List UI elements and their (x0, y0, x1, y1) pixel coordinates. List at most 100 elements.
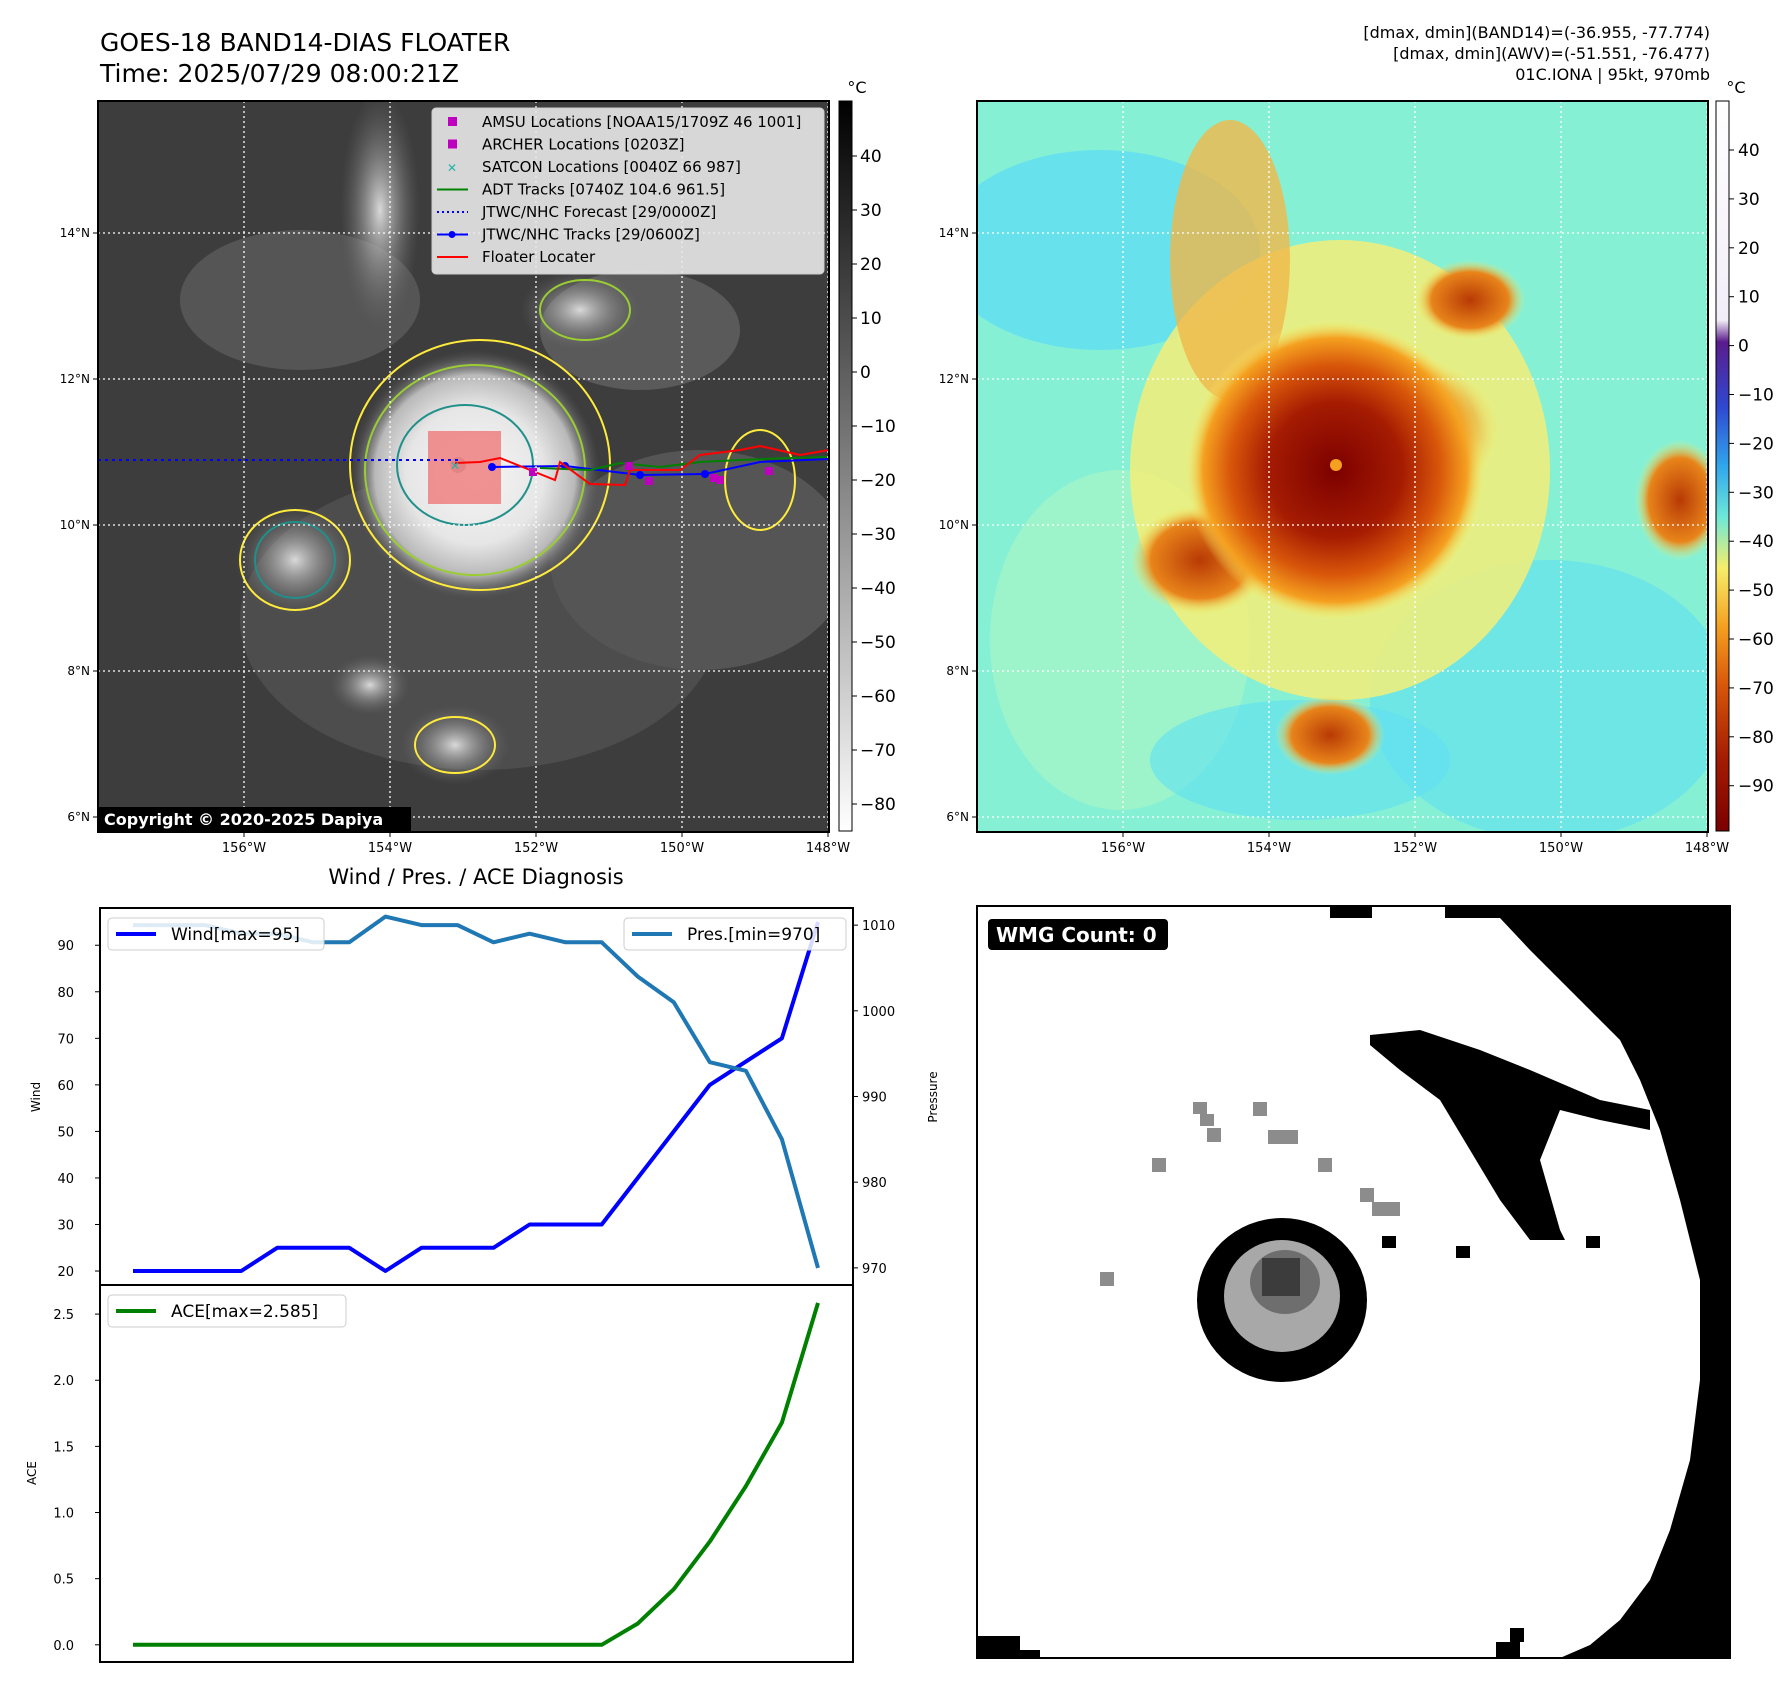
gray-colorbar: °C 40 30 20 10 0 −10 −20 −30 −40 −50 −60 −70 −80 (838, 78, 896, 832)
lon-tick-label: 150°W (1539, 841, 1583, 856)
lat-tick-label: 8°N (67, 664, 90, 678)
gray-colorbar-unit: °C (847, 78, 866, 97)
ace-legend: ACE[max=2.585] (107, 1294, 347, 1328)
wind-panel-title: Wind / Pres. / ACE Diagnosis (328, 865, 623, 889)
color-colorbar-tick: −60 (1738, 630, 1774, 650)
gray-colorbar-tick: −40 (860, 579, 896, 599)
color-colorbar-tick: −50 (1738, 581, 1774, 601)
legend-marker-x: ✕ (447, 161, 457, 175)
gray-colorbar-tick: −50 (860, 633, 896, 653)
copyright-text: Copyright © 2020-2025 Dapiya (104, 810, 383, 829)
lat-tick-label: 14°N (60, 226, 90, 240)
wind-pressure-chart: 90 80 70 60 50 40 30 20 1010 1000 990 980 970 Wind P… (29, 907, 940, 1286)
wmg-panel: WMG Count: 0 (976, 905, 1731, 1659)
wmg-count-label: WMG Count: 0 (996, 923, 1157, 947)
pressure-legend: Pres.[min=970] (623, 917, 847, 951)
lon-tick-label: 148°W (806, 841, 850, 856)
lon-tick-label: 152°W (514, 841, 558, 856)
pressure-legend-label: Pres.[min=970] (687, 925, 820, 945)
color-colorbar-tick: 10 (1738, 288, 1760, 308)
wind-tick-label: 90 (57, 939, 74, 954)
legend-item-label: AMSU Locations [NOAA15/1709Z 46 1001] (482, 113, 801, 131)
map-left-ticks: 14°N 12°N 10°N 8°N 6°N 156°W 154°W 152°W 150°W 14… (60, 226, 850, 856)
color-colorbar-tick: −40 (1738, 532, 1774, 552)
wind-tick-label: 20 (57, 1265, 74, 1280)
map-legend: AMSU Locations [NOAA15/1709Z 46 1001] ARC… (431, 107, 825, 275)
color-colorbar: °C 40 30 20 10 0 −10 −20 −30 −40 −50 −60 −70 −80 −90 (1715, 78, 1774, 832)
gray-colorbar-tick: −20 (860, 471, 896, 491)
wind-tick-label: 50 (57, 1125, 74, 1140)
color-colorbar-tick: −70 (1738, 679, 1774, 699)
storm-info: 01C.IONA | 95kt, 970mb (1515, 65, 1710, 84)
figure-time: Time: 2025/07/29 08:00:21Z (99, 59, 459, 88)
ace-tick-label: 0.0 (53, 1639, 74, 1654)
color-colorbar-tick: −10 (1738, 386, 1774, 406)
lon-tick-label: 154°W (1247, 841, 1291, 856)
gray-colorbar-tick: −70 (860, 741, 896, 761)
color-colorbar-tick: −20 (1738, 434, 1774, 454)
legend-item-label: JTWC/NHC Tracks [29/0600Z] (481, 226, 700, 244)
lat-tick-label: 6°N (67, 810, 90, 824)
gray-colorbar-tick: 20 (860, 255, 882, 275)
color-colorbar-tick: 0 (1738, 337, 1749, 357)
ace-axis-label: ACE (25, 1461, 39, 1485)
map-right-ticks: 14°N 12°N 10°N 8°N 6°N 156°W 154°W 152°W 150°W 14… (939, 226, 1729, 856)
wind-series-line (133, 921, 820, 1273)
lat-tick-label: 12°N (939, 372, 969, 386)
pressure-tick-label: 1010 (862, 919, 895, 934)
svg-text:✕: ✕ (450, 459, 460, 473)
color-colorbar-tick: 40 (1738, 141, 1760, 161)
gray-colorbar-tick: −60 (860, 687, 896, 707)
lat-tick-label: 10°N (60, 518, 90, 532)
ace-chart: 2.5 2.0 1.5 1.0 0.5 0.0 ACE ACE[max=2.585] (25, 1284, 854, 1663)
gray-colorbar-tick: −10 (860, 417, 896, 437)
color-colorbar-tick: 30 (1738, 190, 1760, 210)
copyright-badge (99, 807, 411, 831)
lat-tick-label: 12°N (60, 372, 90, 386)
legend-item-label: ADT Tracks [0740Z 104.6 961.5] (482, 181, 725, 199)
lon-tick-label: 154°W (368, 841, 412, 856)
color-colorbar-unit: °C (1726, 78, 1745, 97)
ace-series-line (133, 1302, 820, 1647)
color-colorbar-tick: −90 (1738, 777, 1774, 797)
wind-tick-label: 30 (57, 1218, 74, 1233)
lon-tick-label: 152°W (1393, 841, 1437, 856)
legend-item-label: ARCHER Locations [0203Z] (482, 136, 685, 154)
legend-item-label: Floater Locater (482, 248, 596, 266)
legend-item-label: SATCON Locations [0040Z 66 987] (482, 158, 741, 176)
wind-legend-label: Wind[max=95] (171, 925, 300, 945)
gray-colorbar-tick: −30 (860, 525, 896, 545)
legend-marker-square (448, 117, 457, 126)
wind-tick-label: 70 (57, 1032, 74, 1047)
legend-marker-square (448, 139, 457, 149)
lon-tick-label: 148°W (1685, 841, 1729, 856)
wind-tick-label: 60 (57, 1079, 74, 1094)
lat-tick-label: 6°N (946, 810, 969, 824)
figure-title: GOES-18 BAND14-DIAS FLOATER (100, 28, 510, 57)
wind-legend: Wind[max=95] (107, 917, 325, 951)
gray-colorbar-tick: 40 (860, 147, 882, 167)
wind-axis-label: Wind (29, 1082, 43, 1112)
color-colorbar-tick: −30 (1738, 483, 1774, 503)
wind-tick-label: 40 (57, 1172, 74, 1187)
ace-tick-label: 2.5 (53, 1308, 74, 1323)
gray-colorbar-tick: 0 (860, 363, 871, 383)
dmax-band14: [dmax, dmin](BAND14)=(-36.955, -77.774) (1363, 23, 1710, 42)
lat-tick-label: 14°N (939, 226, 969, 240)
gray-colorbar-tick: 30 (860, 201, 882, 221)
ace-tick-label: 0.5 (53, 1573, 74, 1588)
ace-tick-label: 2.0 (53, 1374, 74, 1389)
pressure-tick-label: 970 (862, 1262, 887, 1277)
gray-colorbar-tick: 10 (860, 309, 882, 329)
ir-map-color (976, 100, 1709, 833)
ace-legend-label: ACE[max=2.585] (171, 1302, 318, 1322)
lat-tick-label: 10°N (939, 518, 969, 532)
lon-tick-label: 150°W (660, 841, 704, 856)
legend-item-label: JTWC/NHC Forecast [29/0000Z] (481, 203, 716, 221)
lat-tick-label: 8°N (946, 664, 969, 678)
pressure-tick-label: 1000 (862, 1005, 895, 1020)
color-colorbar-tick: −80 (1738, 728, 1774, 748)
legend-marker-dot (448, 231, 456, 238)
